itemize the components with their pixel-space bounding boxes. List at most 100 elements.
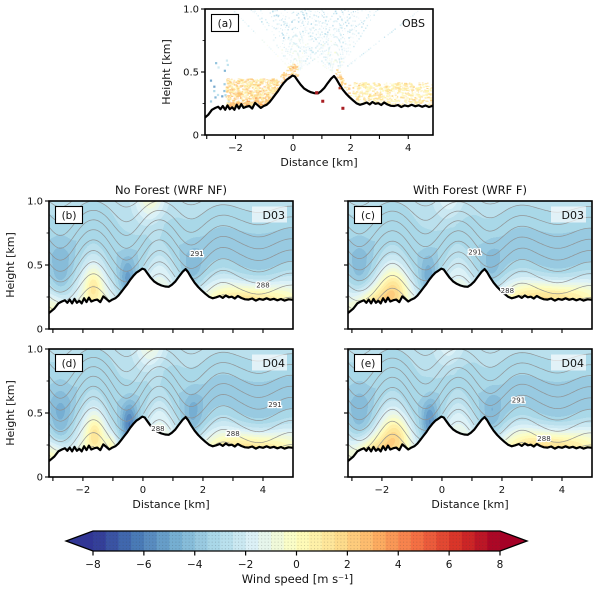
panel-a-terrain	[205, 74, 433, 119]
x-tick-label: 4	[260, 485, 266, 496]
panel-c-label: (c)	[361, 210, 375, 222]
panel-e-tag: D04	[562, 357, 584, 370]
y-axis-label: Height [km]	[4, 232, 17, 298]
obs-red-marker	[338, 86, 341, 90]
colorbar: −8 −6 −4 −2 0 2 4 6 8	[64, 530, 529, 571]
theta-contour-288	[348, 420, 592, 451]
x-tick-label: 0	[439, 485, 445, 496]
y-tick-label: 0	[37, 473, 43, 484]
x-tick-label: −2	[375, 485, 390, 496]
x-tick-label: 0	[140, 485, 146, 496]
theta-contour-288	[348, 275, 592, 302]
y-tick-label: 1.0	[183, 5, 199, 16]
x-axis-label: Distance [km]	[280, 156, 357, 169]
theta-contour-289	[49, 407, 293, 442]
y-tick-label: 0.5	[27, 261, 43, 272]
panel-b: 291 288 (b) D03 0 0.5 1.0 Height [km]	[4, 197, 294, 336]
theta-contour-293	[348, 220, 592, 247]
theta-contour-290	[49, 250, 293, 283]
y-tick-label: 0	[37, 325, 43, 336]
panel-b-tag: D03	[263, 209, 285, 222]
y-tick-label: 0.5	[183, 68, 199, 79]
colorbar-label: Wind speed [m s⁻¹]	[241, 572, 354, 586]
panel-e-terrain-mask	[348, 416, 592, 477]
panel-d-terrain-mask	[49, 416, 293, 477]
panel-d: 288 291 288 (d) D04 −2 0 2 4 Distance [km] 0 0.5 1.0…	[4, 345, 294, 511]
theta-contour-294	[49, 210, 293, 236]
panel-d-terrain	[49, 415, 293, 462]
x-tick-label: −2	[228, 143, 243, 154]
theta-contour-291	[348, 240, 592, 271]
x-tick-label: 0	[290, 143, 296, 154]
colorbar-tick-label: −6	[136, 559, 152, 571]
panel-d-label: (d)	[62, 358, 77, 370]
theta-contour-292	[348, 376, 592, 409]
colorbar-tick-label: 2	[344, 559, 351, 571]
panel-c-label-box	[353, 205, 383, 225]
theta-contour-294	[49, 357, 293, 386]
theta-contour-291	[348, 387, 592, 421]
theta-contour-290	[348, 251, 592, 282]
colorbar-tick-label: 4	[395, 559, 402, 571]
theta-contour-289	[49, 261, 293, 293]
contour-label-288: 288	[226, 430, 239, 438]
colorbar-tick-label: 8	[497, 559, 504, 571]
colorbar-left-arrow	[66, 531, 93, 551]
y-axis-label: Height [km]	[160, 39, 173, 105]
panel-a-label-box	[210, 13, 240, 33]
colorbar-tick-label: −4	[187, 559, 203, 571]
theta-contour-289	[348, 408, 592, 441]
colorbar-tick-label: −2	[238, 559, 253, 571]
contour-label-291: 291	[468, 249, 481, 257]
contour-label-288: 288	[537, 435, 550, 443]
theta-contour-292	[49, 229, 293, 261]
x-tick-label: 2	[200, 485, 206, 496]
y-axis-label: Height [km]	[4, 380, 17, 446]
y-tick-label: 0.5	[27, 409, 43, 420]
panel-e-label: (e)	[361, 358, 376, 370]
x-axis-label: Distance [km]	[132, 498, 209, 511]
panel-e-tag-box	[551, 354, 586, 371]
panel-d-tag: D04	[263, 357, 285, 370]
theta-contour-293	[49, 219, 293, 249]
theta-contour-296	[349, 201, 500, 207]
panel-d-label-box	[54, 353, 84, 373]
colorbar-tick-label: −8	[85, 559, 100, 571]
contour-label-288: 288	[151, 425, 164, 433]
colorbar-right-arrow	[500, 531, 527, 551]
theta-contour-288	[49, 419, 293, 451]
theta-contour-295	[348, 201, 592, 221]
panel-e: 291 288 (e) D04 −2 0 2 4 Distance [km]	[344, 348, 593, 511]
panel-e-terrain	[348, 415, 592, 462]
theta-contour-294	[348, 210, 592, 235]
panel-b-label-box	[54, 205, 84, 225]
contour-label-288: 288	[501, 287, 514, 295]
panel-b-tag-box	[252, 206, 287, 223]
theta-contour-294	[348, 357, 592, 385]
panel-b-label: (b)	[62, 210, 77, 222]
panel-d-tag-box	[252, 354, 287, 371]
panel-a: (a) OBS −2 0 2 4 Distance [km] 0 0.5 1.0 Height [k…	[160, 5, 434, 169]
column-title-no-forest: No Forest (WRF NF)	[114, 183, 228, 197]
theta-contour-293	[49, 366, 293, 399]
panel-c-tag: D03	[562, 209, 584, 222]
panel-c: 291 288 (c) D03	[344, 200, 593, 333]
contour-label-291: 291	[512, 397, 525, 405]
colorbar-stipple	[93, 531, 500, 551]
colorbar-tick-label: 6	[446, 559, 453, 571]
panel-c-terrain	[348, 267, 592, 314]
theta-contour-292	[49, 375, 293, 411]
obs-red-marker	[315, 91, 319, 95]
colorbar-tick-label: 0	[293, 559, 300, 571]
obs-red-marker	[341, 106, 345, 110]
x-tick-label: 2	[499, 485, 505, 496]
theta-contour-291	[49, 385, 293, 422]
panel-a-label: (a)	[218, 18, 233, 30]
y-tick-label: 1.0	[27, 345, 43, 356]
y-tick-label: 1.0	[27, 197, 43, 208]
contour-label-288: 288	[256, 281, 269, 289]
panel-b-terrain	[49, 267, 293, 314]
